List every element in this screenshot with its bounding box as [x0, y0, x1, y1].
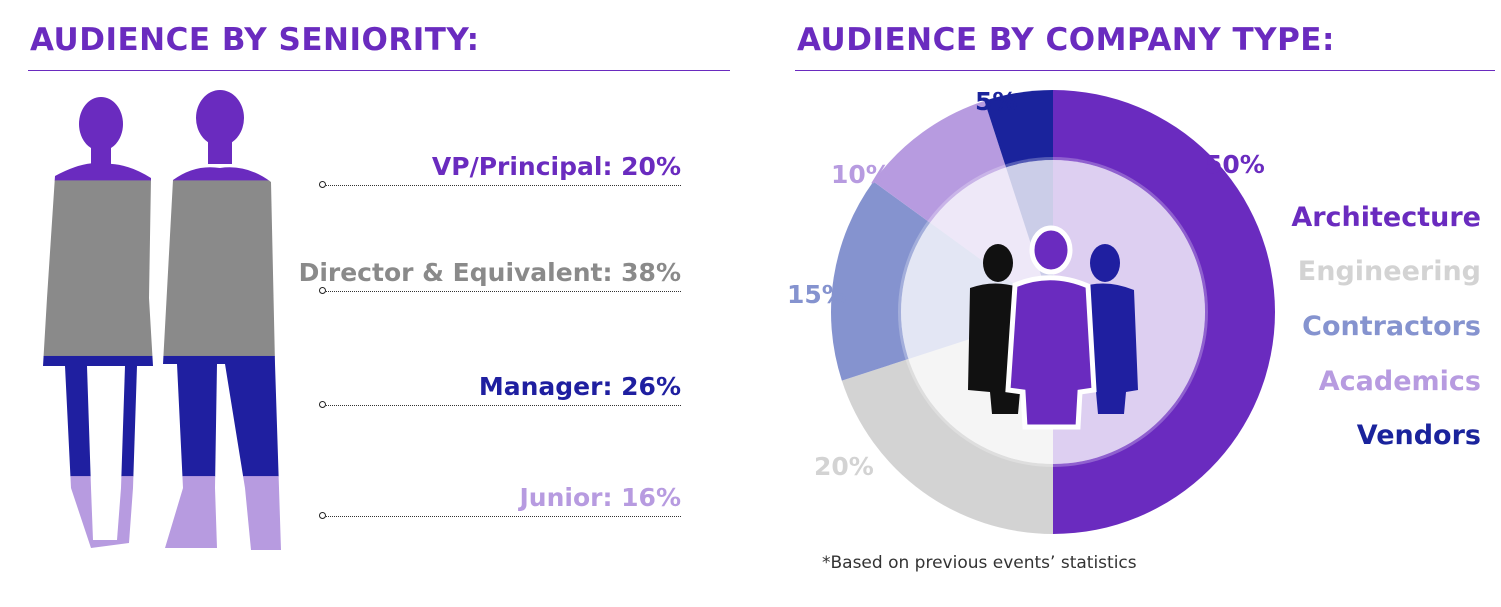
band-manager [43, 355, 281, 477]
company-type-donut [831, 90, 1275, 534]
seniority-label-director: Director & Equivalent: 38% [298, 258, 681, 287]
seniority-label-manager: Manager: 26% [478, 372, 681, 401]
people-group-icon [968, 225, 1138, 430]
seniority-title-rule [28, 70, 730, 71]
seniority-label-vp-principal: VP/Principal: 20% [431, 152, 681, 181]
legend-contractors: Contractors [1302, 311, 1481, 342]
company-pct-academics: 10% [831, 160, 891, 189]
company-pct-architecture: 50% [1205, 150, 1265, 179]
band-director [43, 180, 281, 357]
legend-engineering: Engineering [1297, 256, 1481, 287]
seniority-leader-director [319, 287, 681, 294]
legend-academics: Academics [1318, 366, 1481, 397]
company-type-title-rule [795, 70, 1495, 71]
legend-vendors: Vendors [1356, 420, 1481, 451]
donut-inner-slice-academics [930, 167, 1053, 312]
company-pct-engineering: 20% [814, 452, 874, 481]
footnote: *Based on previous events’ statistics [822, 553, 1137, 573]
company-type-title: AUDIENCE BY COMPANY TYPE: [797, 22, 1335, 58]
company-pct-contractors: 15% [787, 280, 847, 309]
seniority-leader-vp-principal [319, 181, 681, 188]
seniority-leader-junior [319, 512, 681, 519]
seniority-leader-manager [319, 401, 681, 408]
seniority-silhouettes [43, 90, 281, 550]
donut-inner-slice-vendors [1006, 160, 1053, 312]
seniority-title: AUDIENCE BY SENIORITY: [30, 22, 480, 58]
seniority-label-junior: Junior: 16% [519, 483, 681, 512]
legend-architecture: Architecture [1291, 202, 1481, 233]
company-pct-vendors: 5% [975, 87, 1018, 116]
band-junior [43, 476, 281, 550]
band-vp-principal [43, 90, 281, 181]
